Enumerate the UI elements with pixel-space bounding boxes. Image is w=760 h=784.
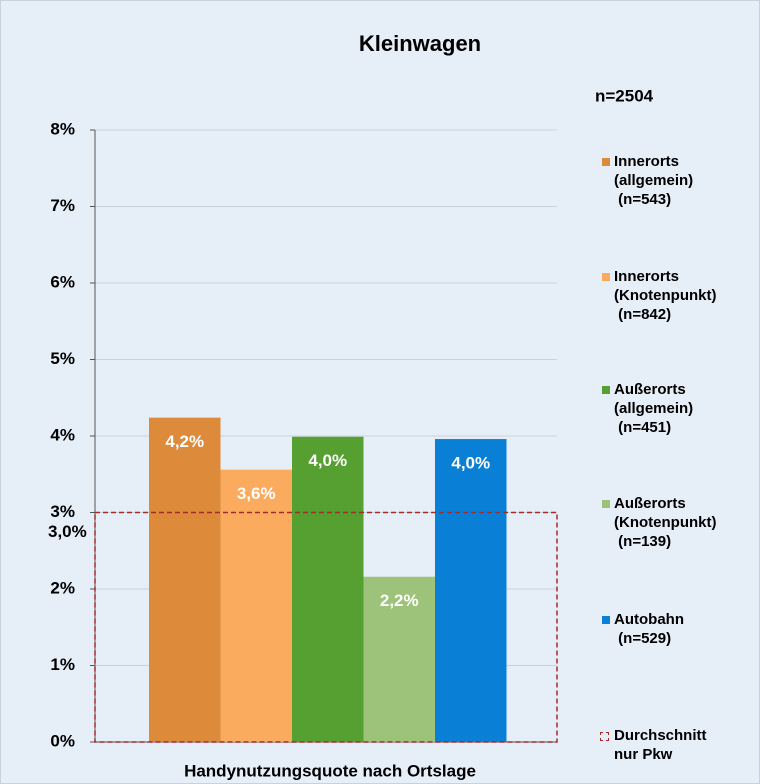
y-tick-label: 7% — [50, 196, 75, 215]
y-tick-label: 1% — [50, 655, 75, 674]
y-tick-label: 5% — [50, 349, 75, 368]
data-label: 2,2% — [380, 591, 419, 610]
y-tick-label: 6% — [50, 272, 75, 291]
data-label: 4,2% — [165, 432, 204, 451]
legend-label: Innerorts (allgemein) (n=543) — [614, 153, 694, 208]
bar — [149, 417, 221, 742]
subtitle: n=2504 — [595, 86, 654, 105]
legend-label: Autobahn (n=529) — [614, 611, 684, 647]
legend-label: Durchschnitt nur Pkw — [614, 727, 707, 763]
x-axis-label: Handynutzungsquote nach Ortslage — [184, 761, 476, 780]
y-tick-label: 2% — [50, 578, 75, 597]
legend-label: Außerorts (allgemein) (n=451) — [614, 381, 694, 436]
legend-swatch — [602, 158, 610, 166]
average-label: 3,0% — [48, 522, 87, 541]
y-tick-label: 0% — [50, 731, 75, 750]
chart-title: Kleinwagen — [359, 31, 481, 56]
legend-swatch — [602, 616, 610, 624]
y-tick-label: 4% — [50, 425, 75, 444]
y-tick-label: 3% — [50, 502, 75, 521]
bar — [363, 576, 435, 742]
bar — [435, 439, 507, 742]
data-label: 4,0% — [451, 454, 490, 473]
legend-swatch — [602, 500, 610, 508]
data-label: 4,0% — [308, 451, 347, 470]
average-box — [94, 511, 558, 743]
legend-label: Außerorts (Knotenpunkt) (n=139) — [614, 495, 717, 550]
bar — [220, 469, 292, 742]
legend-swatch — [600, 732, 609, 741]
legend-swatch — [602, 386, 610, 394]
legend-label: Innerorts (Knotenpunkt) (n=842) — [614, 268, 717, 323]
bar — [292, 436, 364, 742]
legend-swatch — [602, 273, 610, 281]
data-label: 3,6% — [237, 484, 276, 503]
y-tick-label: 8% — [50, 119, 75, 138]
